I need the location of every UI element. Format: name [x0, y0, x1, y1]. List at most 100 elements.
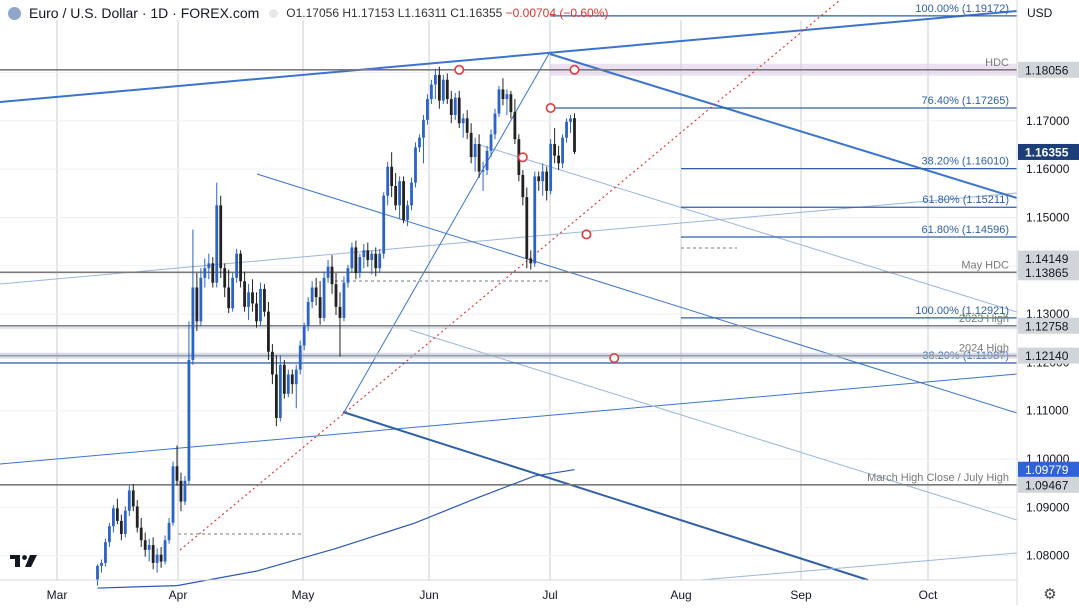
candle-body [445, 79, 449, 100]
y-tick-label: 1.15000 [1026, 210, 1070, 224]
price-label-box [1018, 61, 1079, 78]
candle-body [211, 263, 215, 283]
dotted-trendline [179, 0, 841, 551]
candle-body [426, 99, 429, 120]
candle-body [501, 89, 505, 100]
candle-body [473, 143, 477, 158]
candle-body [127, 490, 131, 511]
candle-body [485, 150, 489, 171]
level-label: 61.80% (1.14596) [922, 224, 1009, 236]
candle-body [223, 268, 227, 288]
candle-body [370, 253, 374, 260]
candle-body [529, 258, 533, 264]
candle-body [449, 99, 453, 116]
candle-body [255, 303, 258, 322]
marker-circle [581, 229, 592, 240]
x-tick-label: Aug [670, 588, 691, 602]
candle-body [362, 250, 366, 258]
candle-body [406, 205, 409, 220]
candle-body [203, 268, 207, 278]
candle-body [358, 257, 362, 274]
trendline [699, 552, 1018, 581]
candle-body [286, 374, 290, 394]
candle-body [143, 540, 147, 550]
candle-body [382, 195, 386, 254]
candle-body [231, 277, 235, 309]
y-tick-label: 1.11000 [1026, 404, 1069, 418]
y-tick-label: 1.08000 [1026, 549, 1070, 563]
candle-body [96, 565, 99, 581]
candle-body [481, 170, 485, 172]
status-dot-icon [269, 8, 279, 18]
candle-body [398, 181, 401, 206]
candle-body [437, 74, 441, 101]
candle-body [545, 171, 549, 191]
candle-body [267, 311, 270, 352]
candle-body [271, 351, 274, 375]
candle-body [318, 297, 322, 318]
candle-body [509, 94, 513, 113]
candle-body [354, 247, 358, 274]
candle-body [151, 545, 155, 563]
candle-body [108, 526, 111, 543]
candle-body [294, 369, 298, 385]
price-label-box [1018, 250, 1079, 267]
trendline [0, 192, 1018, 285]
candle-body [263, 288, 266, 312]
candle-body [278, 364, 282, 418]
candle-body [457, 97, 461, 124]
price-label: 1.12140 [1025, 349, 1069, 363]
candle-body [422, 119, 425, 138]
candle-body [139, 527, 143, 541]
ohlc-low: L1.16311 [397, 6, 447, 20]
y-tick-label: 1.09000 [1026, 500, 1070, 514]
ohlc-close: C1.16355 [450, 6, 503, 20]
candle-body [330, 266, 334, 285]
currency-button[interactable]: USD [1027, 6, 1053, 20]
moving-average-line [97, 469, 575, 589]
candle-body [310, 287, 314, 303]
candle-body [235, 253, 239, 278]
trendline [342, 411, 869, 581]
x-tick-label: Sep [790, 588, 812, 602]
marker-circle [569, 64, 580, 75]
marker-circle [609, 353, 620, 364]
level-label: 61.80% (1.15211) [922, 194, 1009, 206]
candle-body [414, 147, 417, 183]
trendline [409, 329, 1018, 521]
price-label: 1.09779 [1025, 463, 1069, 477]
x-tick-label: Mar [47, 588, 68, 602]
candle-body [159, 554, 163, 562]
candle-body [390, 166, 394, 187]
candle-body [533, 176, 537, 264]
candle-body [115, 508, 119, 521]
symbol-title[interactable]: Euro / U.S. Dollar · 1D · FOREX.com [29, 5, 260, 21]
ohlc-open: O1.17056 [286, 6, 339, 20]
candle-body [191, 287, 195, 360]
candle-body [119, 520, 123, 534]
candle-body [175, 466, 179, 481]
candle-body [537, 176, 541, 182]
trendline [0, 373, 1018, 465]
price-label: 1.16355 [1025, 145, 1069, 159]
level-label: March High Close / July High [867, 472, 1009, 484]
candle-body [187, 359, 191, 481]
candle-body [104, 542, 107, 563]
settings-gear-icon[interactable]: ⚙ [1043, 586, 1057, 603]
level-label: 2024 High [959, 343, 1009, 355]
candle-body [386, 166, 390, 196]
level-label: 76.40% (1.17265) [922, 95, 1009, 107]
candle-body [259, 288, 262, 322]
marker-circle [454, 64, 465, 75]
candle-body [199, 277, 203, 322]
candle-body [243, 281, 246, 307]
level-label: 100.00% (1.19172) [915, 3, 1009, 15]
ohlc-change: −0.00704 (−0.60%) [505, 6, 609, 20]
level-label: 2023 High [959, 313, 1009, 325]
candle-body [290, 374, 294, 385]
candle-body [147, 545, 151, 550]
candle-body [334, 284, 338, 307]
candle-body [163, 540, 167, 562]
candle-body [394, 186, 398, 206]
